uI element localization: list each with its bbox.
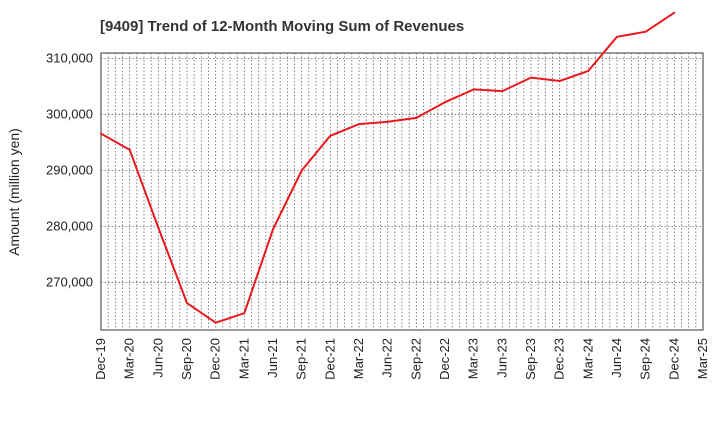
x-tick-label: Dec-24 bbox=[666, 338, 681, 380]
data-point bbox=[558, 79, 561, 82]
x-tick-label: Mar-24 bbox=[580, 338, 595, 379]
x-tick-label: Sep-24 bbox=[638, 338, 653, 380]
x-tick-label: Dec-21 bbox=[322, 338, 337, 380]
x-tick-label: Sep-23 bbox=[523, 338, 538, 380]
y-tick-label: 280,000 bbox=[46, 218, 93, 233]
series-layer bbox=[100, 11, 676, 324]
y-tick-label: 300,000 bbox=[46, 107, 93, 122]
chart-title: [9409] Trend of 12-Month Moving Sum of R… bbox=[100, 18, 464, 35]
data-point bbox=[501, 90, 504, 93]
data-point bbox=[157, 226, 160, 229]
y-tick-label: 290,000 bbox=[46, 163, 93, 178]
x-tick-label: Mar-20 bbox=[122, 338, 137, 379]
y-axis-label: Amount (million yen) bbox=[6, 128, 22, 256]
x-tick-label: Dec-23 bbox=[552, 338, 567, 380]
x-tick-label: Jun-23 bbox=[494, 338, 509, 378]
x-tick-label: Mar-21 bbox=[236, 338, 251, 379]
x-tick-label: Dec-19 bbox=[93, 338, 108, 380]
data-point bbox=[415, 116, 418, 119]
data-point bbox=[186, 302, 188, 305]
data-point bbox=[530, 76, 532, 79]
data-point bbox=[644, 30, 647, 33]
data-point bbox=[673, 11, 676, 14]
grid-lines bbox=[101, 53, 703, 330]
x-tick-label: Jun-21 bbox=[265, 338, 280, 378]
x-tick-label: Dec-22 bbox=[437, 338, 452, 380]
data-point bbox=[100, 132, 102, 135]
x-tick-label: Jun-24 bbox=[609, 338, 624, 378]
y-tick-labels: 270,000 280,000 290,000 300,000 310,000 bbox=[46, 51, 93, 290]
x-tick-label: Dec-20 bbox=[208, 338, 223, 380]
x-tick-label: Mar-23 bbox=[466, 338, 481, 379]
data-point bbox=[243, 312, 246, 315]
x-tick-label: Jun-22 bbox=[380, 338, 395, 378]
x-tick-label: Jun-20 bbox=[150, 338, 165, 378]
data-point bbox=[128, 148, 131, 151]
y-tick-label: 270,000 bbox=[46, 274, 93, 289]
data-point bbox=[472, 88, 475, 91]
x-tick-labels: Dec-19 Mar-20 Jun-20 Sep-20 Dec-20 Mar-21 Jun-… bbox=[93, 338, 710, 380]
data-point bbox=[300, 169, 303, 172]
data-point bbox=[329, 134, 332, 137]
y-tick-label: 310,000 bbox=[46, 51, 93, 66]
x-tick-label: Mar-22 bbox=[351, 338, 366, 379]
x-tick-label: Mar-25 bbox=[695, 338, 710, 379]
data-point bbox=[616, 35, 618, 38]
data-point bbox=[444, 101, 446, 104]
data-point bbox=[272, 228, 274, 231]
x-tick-label: Sep-22 bbox=[408, 338, 423, 380]
x-tick-label: Sep-20 bbox=[179, 338, 194, 380]
data-point bbox=[386, 120, 389, 123]
data-point bbox=[587, 69, 590, 72]
x-tick-label: Sep-21 bbox=[294, 338, 309, 380]
data-point bbox=[214, 321, 217, 324]
data-point bbox=[358, 123, 360, 126]
